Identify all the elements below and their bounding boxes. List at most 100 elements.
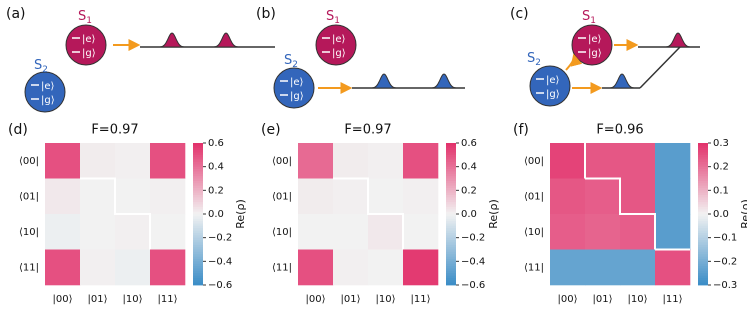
colorbar-segment — [698, 211, 708, 215]
excited-state: |e⟩ — [290, 77, 304, 88]
colorbar-segment — [698, 152, 708, 156]
x-tick-label: |01⟩ — [88, 294, 108, 305]
heatmap-cell — [403, 214, 439, 250]
heatmap-cell — [368, 249, 404, 286]
colorbar-tick-label: −0.2 — [461, 233, 485, 244]
colorbar-tick-label: 0.4 — [461, 162, 477, 173]
colorbar-segment — [698, 258, 708, 262]
system-label: S1 — [326, 9, 340, 26]
colorbar-segment — [193, 228, 203, 231]
y-tick-label: ⟨10| — [19, 227, 39, 238]
colorbar-label: Re(ρ) — [739, 199, 747, 228]
colorbar-segment — [193, 235, 203, 239]
colorbar-segment — [698, 190, 708, 194]
colorbar-segment — [446, 225, 456, 229]
colorbar-tick-label: 0.1 — [713, 185, 729, 196]
colorbar-segment — [193, 273, 203, 276]
system-index: 1 — [334, 16, 340, 26]
y-tick-label: ⟨11| — [524, 262, 544, 273]
colorbar-segment — [698, 268, 708, 272]
colorbar-segment — [446, 263, 456, 267]
qubit — [529, 65, 571, 107]
colorbar-segment — [193, 251, 203, 255]
heatmap-cell — [655, 178, 691, 215]
colorbar-segment — [446, 277, 456, 281]
colorbar-segment — [698, 263, 708, 267]
heatmap-cell — [620, 178, 656, 215]
system-name: S — [284, 53, 292, 68]
colorbar-segment — [193, 204, 203, 208]
colorbar-segment — [698, 266, 708, 269]
colorbar-segment — [446, 171, 456, 175]
colorbar-segment — [698, 282, 708, 286]
colorbar-segment — [193, 159, 203, 163]
highlight-outline — [333, 177, 404, 250]
colorbar-segment — [698, 161, 708, 165]
colorbar-segment — [193, 176, 203, 179]
colorbar-segment — [446, 180, 456, 184]
x-tick-label: |11⟩ — [158, 294, 178, 305]
heatmap-cell — [115, 178, 151, 215]
heatmap-cell — [403, 178, 439, 215]
colorbar-segment — [446, 218, 456, 222]
system-name: S — [78, 9, 86, 24]
colorbar-segment — [698, 218, 708, 222]
colorbar-segment — [193, 221, 203, 224]
colorbar-segment — [698, 275, 708, 279]
y-tick-label: ⟨01| — [524, 191, 544, 202]
colorbar-segment — [446, 214, 456, 217]
x-tick-label: |11⟩ — [411, 294, 431, 305]
colorbar-segment — [698, 256, 708, 260]
colorbar-segment — [446, 204, 456, 208]
system-name: S — [582, 9, 590, 24]
excited-state: |e⟩ — [546, 75, 560, 86]
panel-label: (b) — [256, 6, 276, 22]
chart-title: F=0.97 — [344, 123, 391, 138]
system-label: S2 — [34, 58, 48, 75]
x-tick-label: |10⟩ — [628, 294, 648, 305]
colorbar-segment — [698, 273, 708, 276]
heatmap-cell — [80, 214, 116, 250]
colorbar-segment — [446, 240, 456, 243]
heatmap-cell — [655, 249, 691, 286]
colorbar-segment — [193, 223, 203, 227]
colorbar-tick-label: −0.3 — [713, 280, 737, 291]
colorbar-segment — [193, 263, 203, 267]
colorbar-segment — [193, 180, 203, 184]
colorbar-segment — [698, 164, 708, 168]
colorbar-tick-label: 0.6 — [461, 138, 477, 149]
qubit — [65, 24, 107, 66]
colorbar-tick-label: −0.6 — [461, 280, 485, 291]
heatmap-cell — [115, 143, 151, 179]
heatmap-cell — [550, 249, 586, 286]
colorbar-segment — [193, 256, 203, 260]
heatmap-cell — [150, 249, 186, 286]
colorbar-tick-label: −0.4 — [208, 256, 232, 267]
colorbar-tick-label: 0.2 — [208, 185, 224, 196]
colorbar-tick-label: 0.0 — [713, 209, 729, 220]
colorbar-segment — [193, 261, 203, 265]
system-label: S1 — [582, 9, 596, 26]
x-tick-label: |10⟩ — [123, 294, 143, 305]
colorbar-segment — [446, 268, 456, 272]
colorbar-segment — [698, 277, 708, 281]
heatmap-cell — [585, 178, 621, 215]
colorbar-label: Re(ρ) — [487, 199, 500, 228]
excited-state: |e⟩ — [41, 81, 55, 92]
colorbar-segment — [446, 197, 456, 201]
colorbar-segment — [446, 178, 456, 182]
system-label: S2 — [284, 53, 298, 70]
colorbar-tick-label: −0.2 — [208, 233, 232, 244]
colorbar-segment — [698, 209, 708, 213]
heatmap-cell — [333, 143, 369, 179]
system-index: 2 — [535, 58, 541, 68]
colorbar-segment — [446, 237, 456, 241]
system-index: 2 — [292, 60, 298, 70]
y-tick-label: ⟨01| — [272, 191, 292, 202]
excited-state: |e⟩ — [588, 34, 602, 45]
colorbar-segment — [193, 237, 203, 241]
y-tick-label: ⟨11| — [19, 262, 39, 273]
colorbar-segment — [193, 185, 203, 189]
heatmap-cell — [80, 143, 116, 179]
